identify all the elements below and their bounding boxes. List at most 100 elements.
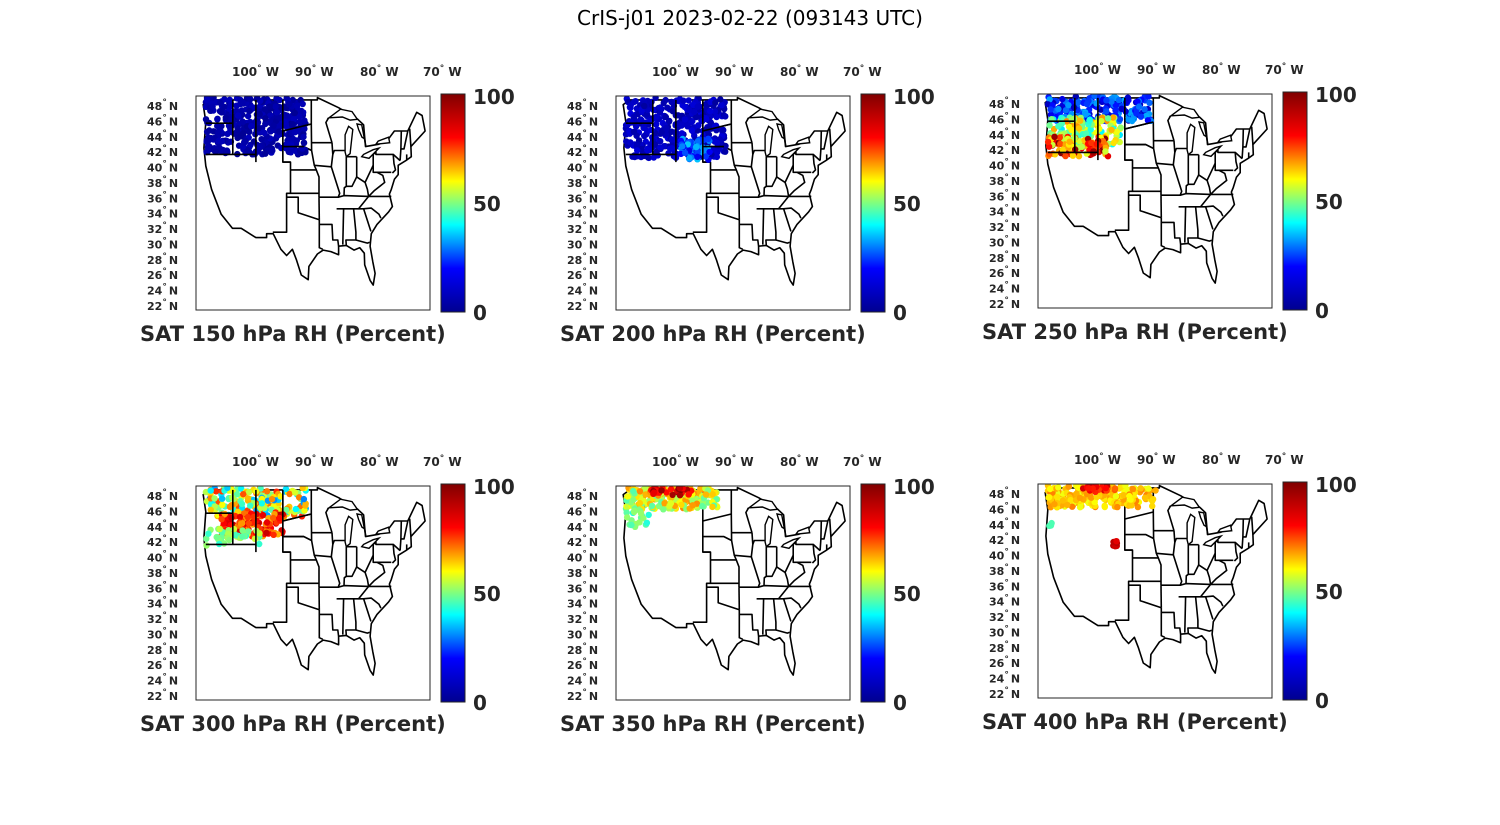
state-boundary [775, 629, 790, 634]
rh-point [270, 531, 277, 538]
rh-point [300, 133, 307, 141]
state-boundary [820, 520, 829, 540]
state-boundary [1250, 126, 1254, 145]
rh-point [684, 123, 691, 130]
panel-caption: SAT 200 hPa RH (Percent) [560, 322, 866, 346]
rh-point [273, 109, 280, 116]
rh-point [657, 138, 664, 145]
rh-point [268, 496, 276, 503]
state-boundary [364, 554, 374, 573]
state-boundary [1128, 584, 1162, 609]
lake [746, 108, 779, 121]
rh-point [204, 143, 211, 151]
map-panel-200hpa: 100° W 90° W 80° W 70° W 48° N 46° N 44° N 42° N 40°… [560, 62, 935, 362]
state-boundary [739, 613, 760, 637]
lake [326, 498, 359, 511]
colorbar-tick-label: 50 [473, 582, 501, 606]
rh-point [636, 499, 644, 507]
state-boundary [310, 99, 318, 171]
rh-point [1075, 125, 1083, 132]
state-boundary [342, 208, 345, 245]
state-boundary [730, 99, 738, 171]
rh-point [218, 516, 225, 523]
state-boundary [788, 171, 806, 197]
rh-point [1066, 138, 1073, 145]
state-boundary [362, 598, 372, 622]
map-frame [615, 95, 851, 311]
rh-point [709, 491, 716, 498]
state-boundary [314, 532, 334, 558]
state-boundary [364, 164, 374, 183]
rh-point [261, 129, 268, 137]
lat-tick-label: 34° N [147, 206, 178, 221]
rh-point [223, 114, 230, 122]
state-boundary [1174, 147, 1188, 153]
rh-point [1055, 105, 1062, 113]
rh-point [276, 114, 284, 122]
state-boundary [778, 597, 802, 609]
state-boundary [310, 489, 318, 561]
rh-point [689, 502, 696, 509]
rh-point [1076, 494, 1083, 501]
rh-point [204, 96, 211, 103]
lat-tick-label: 24° N [147, 283, 178, 298]
lon-tick-label: 100° W [652, 64, 699, 79]
lat-tick-label: 32° N [147, 221, 178, 236]
rh-point [1112, 493, 1120, 500]
rh-point [686, 154, 693, 162]
state-boundary [745, 117, 753, 143]
state-boundary [1250, 516, 1254, 535]
lat-tick-label: 42° N [989, 532, 1020, 547]
state-boundary [739, 223, 760, 247]
state-boundary [336, 585, 392, 600]
rh-point [717, 96, 724, 103]
rh-point [282, 486, 290, 493]
lat-tick-label: 40° N [567, 550, 598, 565]
rh-point [219, 501, 226, 508]
rh-point [664, 104, 671, 111]
colorbar-tick-label: 100 [893, 475, 935, 499]
rh-point [217, 99, 224, 106]
lat-tick-label: 22° N [147, 688, 178, 703]
rh-point [697, 486, 704, 492]
rh-point [1087, 126, 1094, 133]
state-boundary [368, 171, 386, 197]
rh-point [262, 120, 269, 128]
rh-point [261, 504, 268, 512]
rh-point [680, 97, 687, 104]
rh-point [679, 143, 686, 150]
colorbar-tick-label: 0 [893, 691, 907, 715]
rh-point [214, 122, 221, 130]
state-boundary [1233, 152, 1239, 172]
rh-point [204, 138, 212, 145]
lon-tick-label: 100° W [652, 454, 699, 469]
lat-tick-label: 38° N [989, 173, 1020, 188]
rh-point [1128, 117, 1136, 125]
rh-point [669, 491, 676, 498]
lon-tick-label: 80° W [1202, 452, 1241, 467]
lat-tick-label: 30° N [989, 624, 1020, 639]
rh-point [1108, 126, 1115, 133]
rh-point [270, 122, 277, 129]
rh-point [263, 519, 271, 526]
lake [746, 498, 779, 511]
rh-point [685, 97, 692, 104]
lat-tick-label: 38° N [147, 565, 178, 580]
rh-point [244, 495, 252, 502]
rh-point [658, 128, 665, 135]
lon-tick-label: 100° W [232, 454, 279, 469]
rh-point [720, 127, 727, 134]
rh-point [202, 488, 210, 496]
state-boundary [1197, 237, 1212, 242]
state-boundary [325, 507, 333, 533]
lat-tick-label: 48° N [147, 98, 178, 113]
rh-point [722, 113, 729, 120]
rh-point [628, 521, 635, 529]
rh-point [207, 506, 214, 514]
rh-point [203, 535, 210, 542]
rh-point [295, 494, 303, 501]
state-boundary [1174, 537, 1188, 543]
state-boundary [319, 166, 341, 198]
rh-point [266, 103, 273, 110]
colorbar-tick-label: 0 [1315, 689, 1329, 713]
